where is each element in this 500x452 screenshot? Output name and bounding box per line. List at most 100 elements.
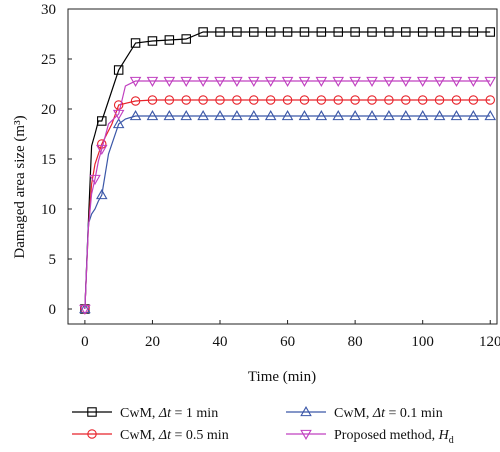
series-3-marker xyxy=(450,110,463,121)
legend-item: CwM, Δt = 0.5 min xyxy=(72,428,229,443)
series-4-marker xyxy=(248,76,260,87)
series-3-marker xyxy=(366,110,378,121)
series-4-marker xyxy=(96,144,108,155)
series-2-marker xyxy=(181,95,191,105)
legend-label: CwM, Δt = 1 min xyxy=(120,406,218,421)
series-2-marker xyxy=(282,95,293,105)
series-2-marker xyxy=(147,95,158,105)
series-1-marker xyxy=(299,27,310,37)
series-1-line xyxy=(84,31,491,310)
series-2-marker xyxy=(367,95,377,105)
y-tick-label: 30 xyxy=(41,2,56,18)
series-1-marker xyxy=(468,27,479,37)
series-3-line xyxy=(84,115,491,310)
series-2-marker xyxy=(350,95,360,105)
x-tick-label: 100 xyxy=(411,334,434,350)
series-2-marker xyxy=(417,95,428,105)
series-1-marker xyxy=(97,116,107,126)
series-1-marker xyxy=(147,36,158,46)
series-4-marker xyxy=(264,76,277,87)
series-4-marker xyxy=(281,76,294,87)
y-axis-label: Damaged area size (m³) xyxy=(12,115,28,258)
series-2-marker xyxy=(333,95,343,105)
series-3-marker xyxy=(96,189,108,200)
series-4-marker xyxy=(467,76,480,87)
series-3-marker xyxy=(214,110,226,121)
series-2-marker xyxy=(249,95,259,105)
series-1-marker xyxy=(350,27,360,37)
y-tick-label: 25 xyxy=(41,52,56,68)
series-1-marker xyxy=(316,27,327,37)
series-3-marker xyxy=(383,110,395,121)
series-4-marker xyxy=(450,76,463,87)
x-tick-label: 120 xyxy=(479,334,500,350)
plot-layer xyxy=(79,27,497,315)
series-2-marker xyxy=(299,95,310,105)
series-4-marker xyxy=(332,76,345,87)
series-1-marker xyxy=(401,27,411,37)
legend: CwM, Δt = 1 min CwM, Δt = 0.5 min CwM, Δt … xyxy=(72,406,454,446)
series-4-marker xyxy=(214,76,226,87)
series-2-marker xyxy=(198,95,208,105)
series-4-marker xyxy=(112,109,125,120)
series-1-marker xyxy=(367,27,377,37)
series-4-marker xyxy=(163,76,176,87)
series-3-marker xyxy=(197,110,209,121)
plot-frame xyxy=(67,8,498,325)
series-3-marker xyxy=(264,110,277,121)
y-tick-label: 5 xyxy=(49,252,57,268)
y-tick-label: 20 xyxy=(41,102,56,118)
series-4-marker xyxy=(416,76,429,87)
series-3-marker xyxy=(433,110,446,121)
series-1-marker xyxy=(282,27,293,37)
series-1-marker xyxy=(384,27,394,37)
series-1-marker xyxy=(265,27,276,37)
x-tick-label: 20 xyxy=(145,334,160,350)
series-2-marker xyxy=(316,95,327,105)
series-4 xyxy=(79,76,497,315)
legend-label: CwM, Δt = 0.1 min xyxy=(334,406,443,421)
series-1-marker xyxy=(215,27,225,37)
series-4-marker xyxy=(129,76,142,87)
series-4-marker xyxy=(146,76,159,87)
series-2-marker xyxy=(232,95,242,105)
series-3-marker xyxy=(467,110,480,121)
series-4-marker xyxy=(231,76,243,87)
legend-marker xyxy=(87,429,97,439)
series-3-marker xyxy=(163,110,176,121)
series-3-marker xyxy=(231,110,243,121)
series-4-marker xyxy=(89,174,101,185)
legend-label: Proposed method, Hd xyxy=(334,428,454,446)
series-2-marker xyxy=(215,95,225,105)
series-3-marker xyxy=(400,110,412,121)
series-3-marker xyxy=(349,110,361,121)
series-3-marker xyxy=(180,110,193,121)
series-1-marker xyxy=(130,38,141,48)
x-tick-label: 80 xyxy=(348,334,363,350)
series-3-marker xyxy=(248,110,260,121)
series-4-marker xyxy=(298,76,311,87)
series-3-marker xyxy=(416,110,429,121)
x-tick-label: 60 xyxy=(280,334,295,350)
series-2-marker xyxy=(434,95,445,105)
x-tick-label: 0 xyxy=(81,334,89,350)
series-3-marker xyxy=(281,110,294,121)
series-2-line xyxy=(84,99,491,310)
series-3 xyxy=(79,110,497,314)
series-4-marker xyxy=(366,76,378,87)
series-4-marker xyxy=(349,76,361,87)
series-2-marker xyxy=(485,95,495,105)
series-1-marker xyxy=(451,27,462,37)
y-tick-label: 0 xyxy=(49,302,57,318)
series-4-marker xyxy=(197,76,209,87)
series-3-marker xyxy=(146,110,159,121)
series-4-marker xyxy=(400,76,412,87)
series-1-marker xyxy=(181,34,191,44)
legend-item: Proposed method, Hd xyxy=(286,428,454,446)
series-2-marker xyxy=(384,95,394,105)
series-2-marker xyxy=(113,100,124,110)
series-3-marker xyxy=(315,110,328,121)
series-1-marker xyxy=(434,27,445,37)
series-2-marker xyxy=(130,96,141,106)
series-2-marker xyxy=(265,95,276,105)
